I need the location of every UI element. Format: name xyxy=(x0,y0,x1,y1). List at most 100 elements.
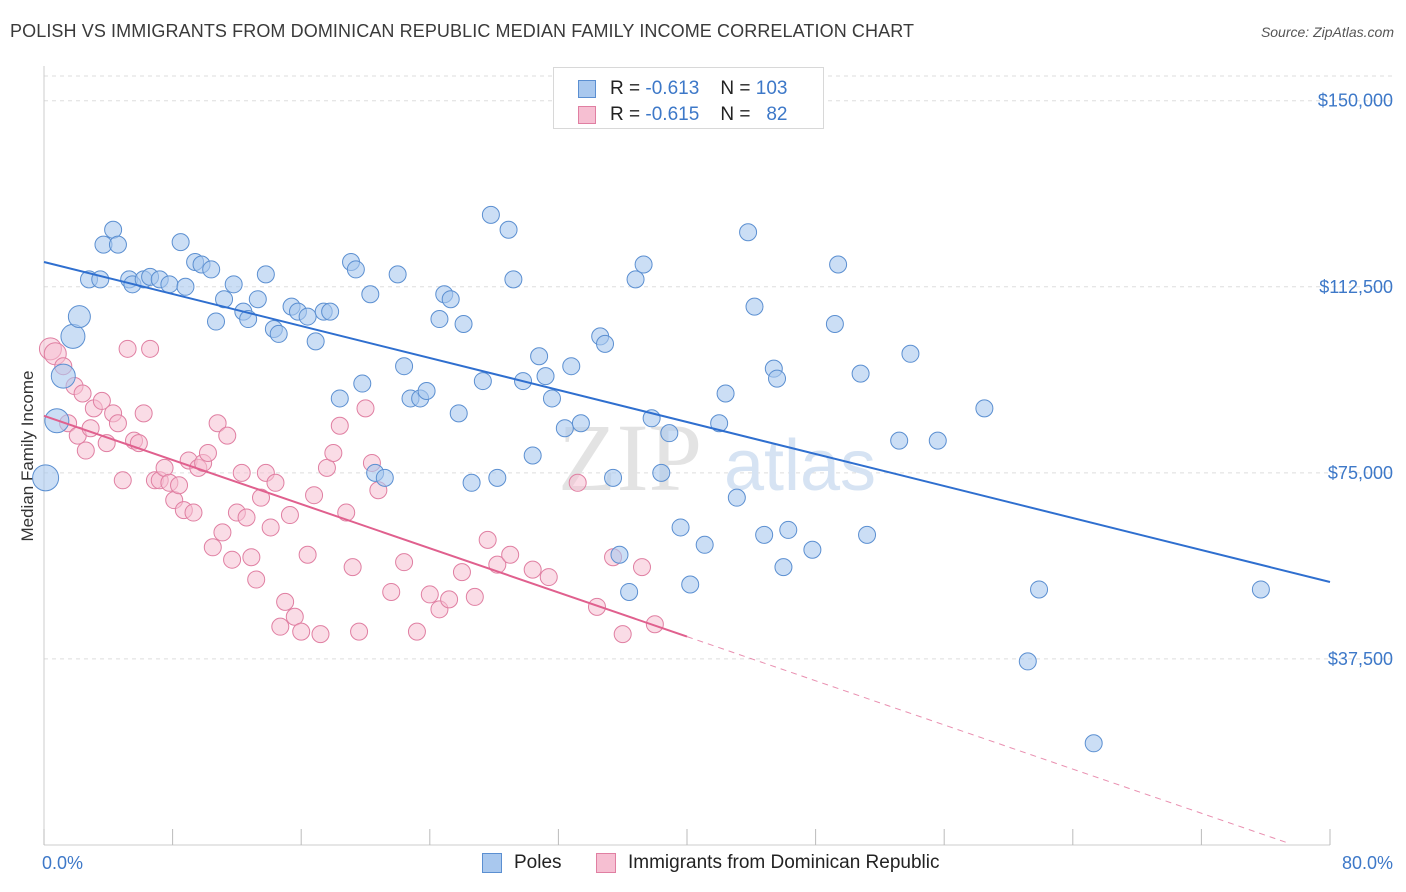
poles-r-label: R = xyxy=(610,78,641,99)
dominican-point xyxy=(350,622,369,641)
legend-dominican-swatch xyxy=(596,853,616,873)
poles-point xyxy=(755,525,774,544)
poles-point xyxy=(417,381,436,400)
dominican-point xyxy=(118,339,137,358)
y-tick-label: $150,000 xyxy=(1318,91,1393,111)
dominican-point xyxy=(568,473,587,492)
poles-point xyxy=(60,323,86,349)
poles-point xyxy=(104,220,123,239)
x-tick-label: 0.0% xyxy=(42,853,83,873)
poles-point xyxy=(542,389,561,408)
dominican-point xyxy=(440,590,459,609)
dominican-point xyxy=(237,508,256,527)
dominican-point xyxy=(488,555,507,574)
dominican-point xyxy=(613,625,632,644)
poles-point xyxy=(256,265,275,284)
dominican-point xyxy=(155,458,174,477)
dominican-point xyxy=(198,444,217,463)
poles-point xyxy=(361,285,380,304)
poles-point xyxy=(716,384,735,403)
poles-point xyxy=(739,223,758,242)
poles-swatch xyxy=(578,80,596,98)
poles-point xyxy=(430,310,449,329)
watermark-atlas: atlas xyxy=(724,426,876,506)
poles-point xyxy=(176,277,195,296)
poles-point xyxy=(454,315,473,334)
poles-point xyxy=(488,468,507,487)
poles-n-value: 103 xyxy=(755,78,788,99)
poles-point xyxy=(851,364,870,383)
dominican-points xyxy=(38,337,664,644)
dominican-point xyxy=(395,553,414,572)
tick-labels: $37,500 $75,000 $112,500 $150,000 0.0% 80.0% xyxy=(42,91,1393,873)
poles-point xyxy=(504,270,523,289)
legend: Poles Immigrants from Dominican Republic xyxy=(0,851,1406,877)
poles-point xyxy=(829,255,848,274)
dominican-point xyxy=(218,426,237,445)
poles-point xyxy=(975,399,994,418)
poles-point xyxy=(346,260,365,279)
dominican-point xyxy=(452,563,471,582)
poles-point xyxy=(671,518,690,537)
poles-point xyxy=(695,535,714,554)
poles-point xyxy=(774,558,793,577)
y-tick-label: $112,500 xyxy=(1319,277,1393,297)
poles-r-value: -0.613 xyxy=(645,78,700,99)
poles-point xyxy=(462,473,481,492)
poles-point xyxy=(610,545,629,564)
dominican-point xyxy=(141,339,160,358)
dominican-point xyxy=(317,458,336,477)
axes xyxy=(43,66,1331,846)
dominican-point xyxy=(247,570,266,589)
dominican-point xyxy=(232,463,251,482)
dominican-point xyxy=(311,625,330,644)
dominican-point xyxy=(501,545,520,564)
legend-poles-swatch xyxy=(482,853,502,873)
poles-point xyxy=(710,414,729,433)
poles-point xyxy=(306,332,325,351)
dominican-point xyxy=(382,582,401,601)
dominican-point xyxy=(76,441,95,460)
dominican-point xyxy=(632,558,651,577)
poles-point xyxy=(321,302,340,321)
poles-point xyxy=(202,260,221,279)
poles-points xyxy=(32,205,1270,753)
poles-point xyxy=(481,205,500,224)
dominican-point xyxy=(266,473,285,492)
trend-lines xyxy=(43,261,1331,845)
poles-point xyxy=(171,233,190,252)
source-label: Source: ZipAtlas.com xyxy=(1260,24,1394,40)
dominican-point xyxy=(184,503,203,522)
dominican-point xyxy=(223,550,242,569)
poles-point xyxy=(108,235,127,254)
dominican-point xyxy=(134,404,153,423)
poles-point xyxy=(375,468,394,487)
dominican-point xyxy=(252,488,271,507)
dominican-point xyxy=(280,506,299,525)
poles-point xyxy=(555,419,574,438)
dominican-r-label: R = xyxy=(610,104,641,125)
poles-point xyxy=(634,255,653,274)
dominican-point xyxy=(271,617,290,636)
poles-point xyxy=(499,220,518,239)
poles-point xyxy=(523,446,542,465)
poles-trend-line xyxy=(43,261,1331,583)
poles-point xyxy=(928,431,947,450)
poles-point xyxy=(388,265,407,284)
dominican-point xyxy=(170,476,189,495)
y-tick-label: $75,000 xyxy=(1328,463,1393,483)
poles-point xyxy=(330,389,349,408)
dominican-point xyxy=(298,545,317,564)
poles-point xyxy=(745,297,764,316)
poles-point xyxy=(596,334,615,353)
poles-point xyxy=(825,315,844,334)
poles-point xyxy=(248,290,267,309)
poles-point xyxy=(353,374,372,393)
dominican-swatch xyxy=(578,106,596,124)
poles-point xyxy=(473,372,492,391)
poles-point xyxy=(298,307,317,326)
poles-point xyxy=(536,367,555,386)
poles-point xyxy=(604,468,623,487)
dominican-point xyxy=(420,585,439,604)
dominican-point xyxy=(213,523,232,542)
